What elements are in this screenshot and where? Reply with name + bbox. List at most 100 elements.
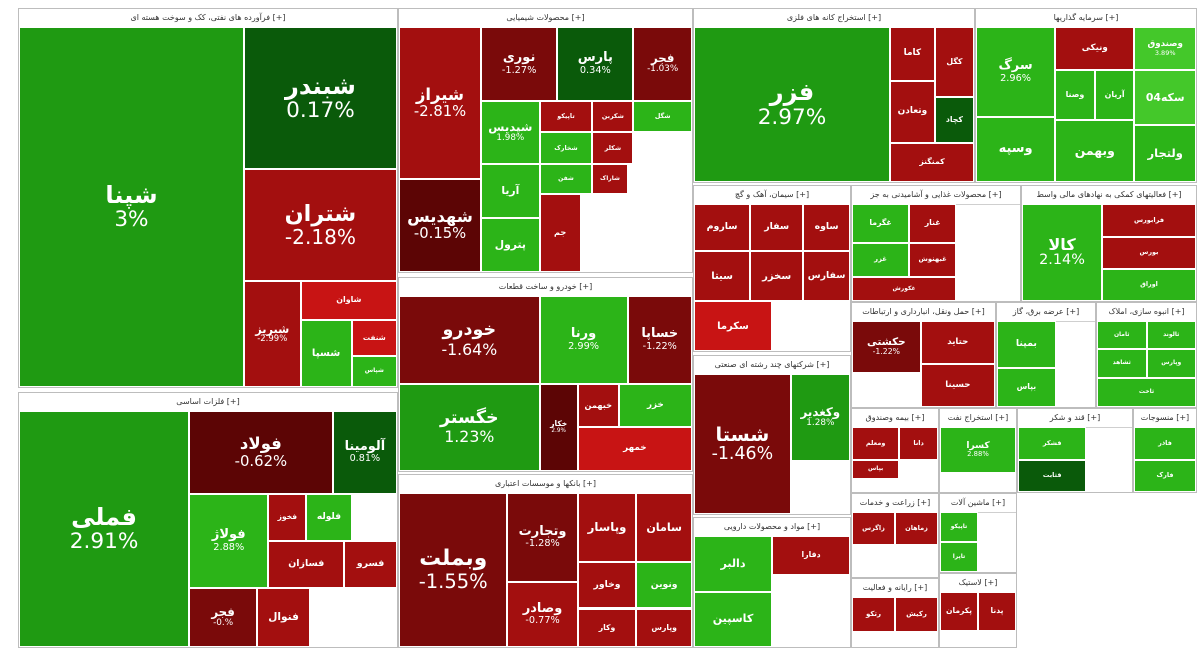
stock-tile[interactable]: تاپیکو xyxy=(539,100,593,133)
sector-title[interactable]: فرآورده های نفتی، کک و سوخت هسته ای [+] xyxy=(19,9,397,28)
sector-title[interactable]: فعالیتهای کمکی به نهادهای مالی واسط [+] xyxy=(1022,186,1196,205)
stock-tile[interactable]: وکار xyxy=(577,608,637,647)
stock-tile[interactable]: شپاس xyxy=(351,356,397,387)
stock-tile[interactable]: ثشاهد xyxy=(1097,349,1147,378)
sector-title[interactable]: انبوه سازی، املاک [+] xyxy=(1097,303,1196,322)
sector-title[interactable]: سرمایه گذاریها [+] xyxy=(976,9,1196,28)
stock-tile[interactable]: خبهمن xyxy=(577,383,619,428)
stock-tile[interactable]: خگستر 1.23% xyxy=(399,383,540,471)
stock-tile[interactable]: ونوین xyxy=(636,562,692,609)
stock-tile[interactable]: ثامان xyxy=(1097,321,1147,350)
stock-tile[interactable]: کچاد xyxy=(934,96,974,144)
stock-tile[interactable]: غگرما xyxy=(852,204,910,243)
stock-tile[interactable]: شپدیس 1.98% xyxy=(481,100,540,165)
stock-tile[interactable]: خکار 2.9% xyxy=(539,383,578,471)
stock-tile[interactable]: اوراق xyxy=(1102,268,1196,301)
stock-tile[interactable]: فسازان xyxy=(268,540,345,588)
stock-tile[interactable]: شستا -1.46% xyxy=(694,374,791,514)
stock-tile[interactable]: زماهان xyxy=(895,512,938,545)
stock-tile[interactable]: شگل xyxy=(633,100,692,133)
stock-tile[interactable]: تاپرا xyxy=(940,542,978,572)
stock-tile[interactable]: کاسپین xyxy=(694,591,772,647)
stock-tile[interactable]: وتجارت -1.28% xyxy=(507,493,578,583)
stock-tile[interactable]: وبهمن xyxy=(1055,120,1135,182)
sector-title[interactable]: محصولات شیمیایی [+] xyxy=(399,9,692,28)
stock-tile[interactable]: کاما xyxy=(890,27,935,82)
sector-title[interactable]: ماشین آلات [+] xyxy=(940,494,1016,513)
stock-tile[interactable]: فجر -0.% xyxy=(189,588,258,647)
stock-tile[interactable]: خساپا -1.22% xyxy=(627,296,692,384)
stock-tile[interactable]: شخارک xyxy=(539,132,593,165)
stock-tile[interactable]: کگل xyxy=(934,27,974,97)
stock-tile[interactable]: فنوال xyxy=(257,588,311,647)
stock-tile[interactable]: فلوله xyxy=(306,493,352,541)
stock-tile[interactable]: شتران -2.18% xyxy=(243,169,397,281)
stock-tile[interactable]: وپارس xyxy=(636,608,692,647)
stock-tile[interactable]: فسرو xyxy=(344,540,397,588)
sector-title[interactable]: قند و شکر [+] xyxy=(1018,409,1132,428)
stock-tile[interactable]: فزر 2.97% xyxy=(694,27,890,182)
stock-tile[interactable]: فملی 2.91% xyxy=(19,411,190,647)
stock-tile[interactable]: وصندوق 3.89% xyxy=(1134,27,1196,71)
stock-tile[interactable]: بپاس xyxy=(997,368,1056,407)
sector-title[interactable]: حمل ونقل، انبارداری و ارتباطات [+] xyxy=(852,303,995,322)
stock-tile[interactable]: فارک xyxy=(1134,459,1196,492)
stock-tile[interactable]: ومعلم xyxy=(852,427,900,460)
stock-tile[interactable]: ولتجار xyxy=(1134,124,1196,182)
stock-tile[interactable]: وصنا xyxy=(1055,70,1095,120)
stock-tile[interactable]: ونیکی xyxy=(1055,27,1135,71)
stock-tile[interactable]: شبریز -2.99% xyxy=(243,280,301,387)
stock-tile[interactable]: آلومینا 0.81% xyxy=(332,411,397,494)
stock-tile[interactable]: ثالوند xyxy=(1146,321,1196,350)
stock-tile[interactable]: کالا 2.14% xyxy=(1022,204,1103,301)
stock-tile[interactable]: رتکو xyxy=(852,597,895,632)
stock-tile[interactable]: ساروم xyxy=(694,204,751,252)
stock-tile[interactable]: فولاد -0.62% xyxy=(189,411,333,494)
sector-title[interactable]: زراعت و خدمات [+] xyxy=(852,494,938,513)
stock-tile[interactable]: وکغدیر 1.28% xyxy=(790,374,850,461)
stock-tile[interactable]: ثاخت xyxy=(1097,377,1196,407)
stock-tile[interactable]: وبملت -1.55% xyxy=(399,493,508,647)
stock-tile[interactable]: غزر xyxy=(852,242,910,277)
stock-tile[interactable]: شیراز -2.81% xyxy=(399,27,482,179)
stock-tile[interactable]: دانا xyxy=(899,427,938,460)
stock-tile[interactable]: کسرا 2.88% xyxy=(940,427,1016,473)
stock-tile[interactable]: غبهنوش xyxy=(909,242,957,277)
stock-tile[interactable]: وصادر -0.77% xyxy=(507,582,578,647)
stock-tile[interactable]: شاراک xyxy=(592,164,628,194)
stock-tile[interactable]: ساوه xyxy=(803,204,850,252)
stock-tile[interactable]: وسپه xyxy=(976,116,1056,182)
sector-title[interactable]: استخراج کانه های فلزی [+] xyxy=(694,9,974,28)
stock-tile[interactable]: خزر xyxy=(618,383,692,428)
stock-tile[interactable]: سخزر xyxy=(750,251,804,301)
stock-tile[interactable]: غنار xyxy=(909,204,957,243)
sector-title[interactable]: محصولات غذایی و آشامیدنی به جز [+] xyxy=(852,186,1020,205)
stock-tile[interactable]: شهدیس -0.15% xyxy=(399,178,482,272)
stock-tile[interactable]: سرگ 2.96% xyxy=(976,27,1056,117)
stock-tile[interactable]: پکرمان xyxy=(940,592,978,631)
stock-tile[interactable]: شبندر 0.17% xyxy=(243,27,397,170)
sector-title[interactable]: لاستیک [+] xyxy=(940,574,1016,593)
sector-title[interactable]: استخراج نفت [+] xyxy=(940,409,1016,428)
stock-tile[interactable]: زاگرس xyxy=(852,512,895,545)
stock-tile[interactable]: شپنا 3% xyxy=(19,27,244,387)
sector-title[interactable]: مواد و محصولات دارویی [+] xyxy=(694,518,850,537)
sector-title[interactable]: رایانه و فعالیت [+] xyxy=(852,579,938,598)
stock-tile[interactable]: پارس 0.34% xyxy=(557,27,634,101)
stock-tile[interactable]: سامان xyxy=(636,493,692,563)
stock-tile[interactable]: شاوان xyxy=(300,280,397,321)
stock-tile[interactable]: حکشتی -1.22% xyxy=(852,321,921,373)
stock-tile[interactable]: بمپنا xyxy=(997,321,1056,369)
stock-tile[interactable]: جم xyxy=(539,193,581,272)
stock-tile[interactable]: سکه04 xyxy=(1134,70,1196,125)
stock-tile[interactable]: شکربن xyxy=(592,100,634,133)
stock-tile[interactable]: وخاور xyxy=(577,562,637,609)
stock-tile[interactable]: حسینا xyxy=(920,364,995,407)
stock-tile[interactable]: دالبر xyxy=(694,536,772,592)
sector-title[interactable]: عرضه برق، گاز [+] xyxy=(997,303,1095,322)
stock-tile[interactable]: آریا xyxy=(481,164,540,219)
stock-tile[interactable]: قثابت xyxy=(1018,459,1087,492)
stock-tile[interactable]: فخوز xyxy=(268,493,307,541)
sector-title[interactable]: فلزات اساسی [+] xyxy=(19,393,397,412)
stock-tile[interactable]: سفارس xyxy=(803,251,850,301)
